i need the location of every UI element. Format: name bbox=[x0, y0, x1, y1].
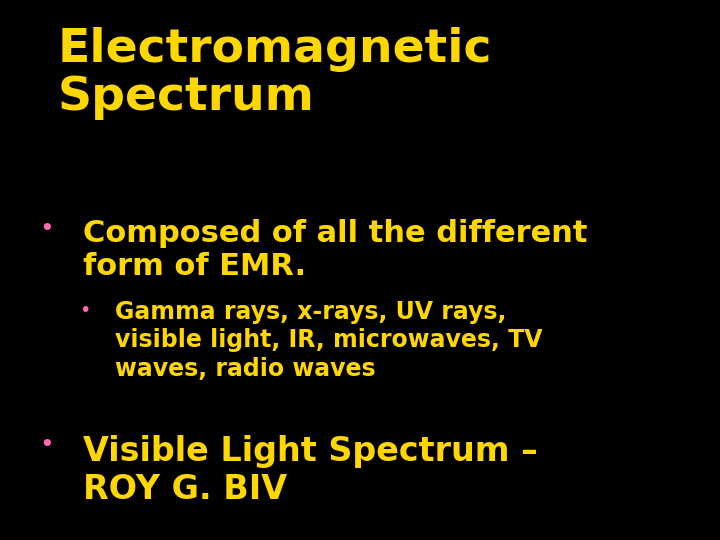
Text: •: • bbox=[79, 301, 91, 320]
Text: Gamma rays, x-rays, UV rays,
visible light, IR, microwaves, TV
waves, radio wave: Gamma rays, x-rays, UV rays, visible lig… bbox=[115, 300, 543, 381]
Text: Visible Light Spectrum –
ROY G. BIV: Visible Light Spectrum – ROY G. BIV bbox=[83, 435, 538, 506]
Text: Electromagnetic
Spectrum: Electromagnetic Spectrum bbox=[58, 27, 492, 120]
Text: •: • bbox=[40, 218, 54, 241]
Text: •: • bbox=[40, 434, 54, 457]
Text: Composed of all the different
form of EMR.: Composed of all the different form of EM… bbox=[83, 219, 588, 281]
